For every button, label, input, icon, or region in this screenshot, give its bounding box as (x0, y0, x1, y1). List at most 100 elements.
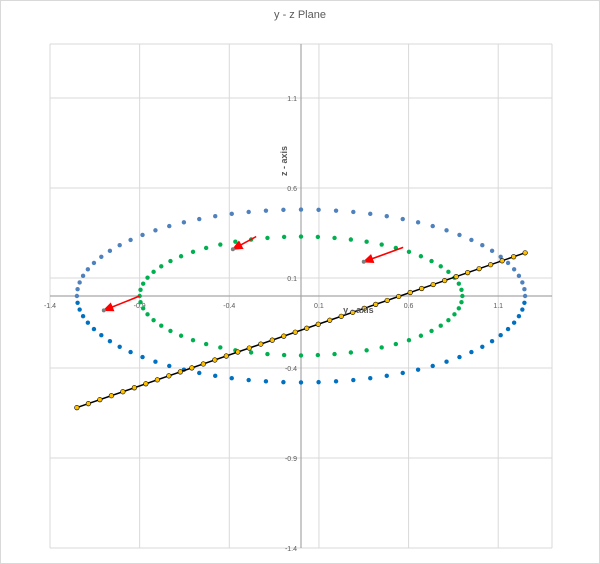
ellipse-1-point (452, 312, 457, 317)
ellipse-1-point (159, 323, 164, 328)
ellipse-0-point (505, 260, 511, 266)
y-tick-label: -0.4 (285, 366, 297, 373)
ellipse-0-point (167, 223, 172, 229)
ellipse-0-point (85, 320, 91, 325)
line-series-point (453, 274, 459, 280)
ellipse-1-point (315, 352, 321, 358)
line-series-point (154, 377, 160, 383)
ellipse-0-point (80, 313, 86, 319)
ellipse-0-point (213, 213, 218, 219)
annotation-arrow (231, 235, 257, 250)
ellipse-0-point (77, 280, 82, 285)
ellipse-0-point (77, 307, 82, 312)
ellipse-1-point (418, 333, 424, 338)
ellipse-1-point (168, 328, 173, 334)
ellipse-1-point (281, 352, 287, 358)
ellipse-0-point (281, 379, 286, 385)
ellipse-0-point (167, 363, 172, 369)
line-series-point (223, 353, 229, 359)
ellipse-1-point (446, 269, 451, 275)
ellipse-0-point (263, 208, 269, 213)
ellipse-0-point (99, 254, 104, 259)
ellipse-0-point (75, 300, 80, 305)
ellipse-0-point (128, 349, 133, 355)
ellipse-1-point (218, 345, 223, 350)
x-tick-label: -1.4 (44, 303, 56, 310)
ellipse-1-point (348, 237, 354, 242)
y-tick-label: 0.1 (287, 276, 297, 283)
ellipse-1-point (178, 254, 184, 259)
line-series-point (327, 317, 333, 323)
ellipse-0-point (457, 232, 462, 238)
ellipse-1-point (190, 249, 196, 255)
ellipse-0-point (197, 216, 202, 222)
ellipse-0-point (181, 220, 187, 225)
y-tick-label: -0.9 (285, 456, 297, 463)
ellipse-0-point (333, 208, 339, 213)
ellipse-0-point (74, 293, 80, 299)
line-series-point (430, 281, 436, 288)
ellipse-0-point (400, 216, 405, 222)
line-series-point (465, 270, 471, 276)
line-series-point (120, 389, 126, 395)
ellipse-0-point (107, 248, 113, 254)
ellipse-0-point (522, 287, 527, 292)
x-tick-label: -0.9 (134, 303, 146, 310)
ellipse-1-point (203, 245, 209, 251)
ellipse-0-point (400, 370, 405, 376)
ellipse-0-point (489, 338, 495, 344)
line-series-point (269, 337, 275, 343)
ellipse-0-point (384, 373, 389, 379)
line-series-point (258, 341, 264, 347)
axes (50, 44, 552, 548)
ellipse-0-point (469, 237, 474, 243)
ellipse-0-point (246, 377, 251, 383)
ellipse-1-point (248, 350, 254, 355)
ellipse-1-point (145, 275, 150, 280)
ellipse-0-point (140, 232, 145, 238)
arrow-target-point (230, 247, 235, 252)
ellipse-0-point (281, 207, 286, 213)
ellipse-0-point (511, 320, 517, 325)
line-series-point (143, 381, 149, 387)
ellipse-0-point (351, 209, 356, 215)
ellipse-0-point (520, 280, 525, 285)
ellipse-0-point (430, 363, 435, 369)
y-tick-label: 0.6 (287, 186, 297, 193)
ellipse-0-point (368, 375, 373, 381)
ellipse-0-point (457, 354, 462, 360)
ellipse-1-point (418, 254, 424, 259)
ellipse-1-point (140, 306, 146, 311)
ellipse-1-point (456, 281, 462, 286)
line-series-point (488, 262, 494, 268)
ellipse-0-point (229, 375, 234, 381)
line-series-point (74, 405, 80, 411)
ellipse-0-point (505, 326, 511, 332)
ellipse-0-point (511, 267, 517, 272)
ellipse-0-point (153, 228, 158, 233)
line-series-point (131, 385, 137, 391)
ellipse-0-point (229, 211, 234, 217)
ellipse-0-point (117, 344, 122, 349)
ellipse-0-point (298, 207, 304, 212)
ellipse-0-point (516, 273, 522, 279)
ellipse-0-point (444, 228, 449, 233)
tick-labels: -1.4 -0.9 -0.4 0.1 0.6 1.1 1.1 0.6 0.1 -0.4 -0.9 -1… (44, 96, 503, 553)
y-tick-label: -1.4 (285, 546, 297, 553)
line-series-point (511, 254, 517, 260)
ellipse-0-point (213, 373, 218, 379)
annotation-arrows (101, 235, 404, 313)
line-series-path (76, 252, 526, 409)
line-series-point (177, 369, 183, 375)
ellipse-0-point (316, 379, 321, 385)
ellipse-0-point (333, 379, 339, 384)
line-series-point (499, 258, 505, 264)
ellipse-1-point (218, 242, 223, 247)
data-series (74, 207, 528, 411)
ellipse-1-point (438, 323, 443, 328)
ellipse-1-point (406, 249, 412, 255)
line-series-point (246, 345, 252, 351)
ellipse-0-point (469, 349, 474, 355)
